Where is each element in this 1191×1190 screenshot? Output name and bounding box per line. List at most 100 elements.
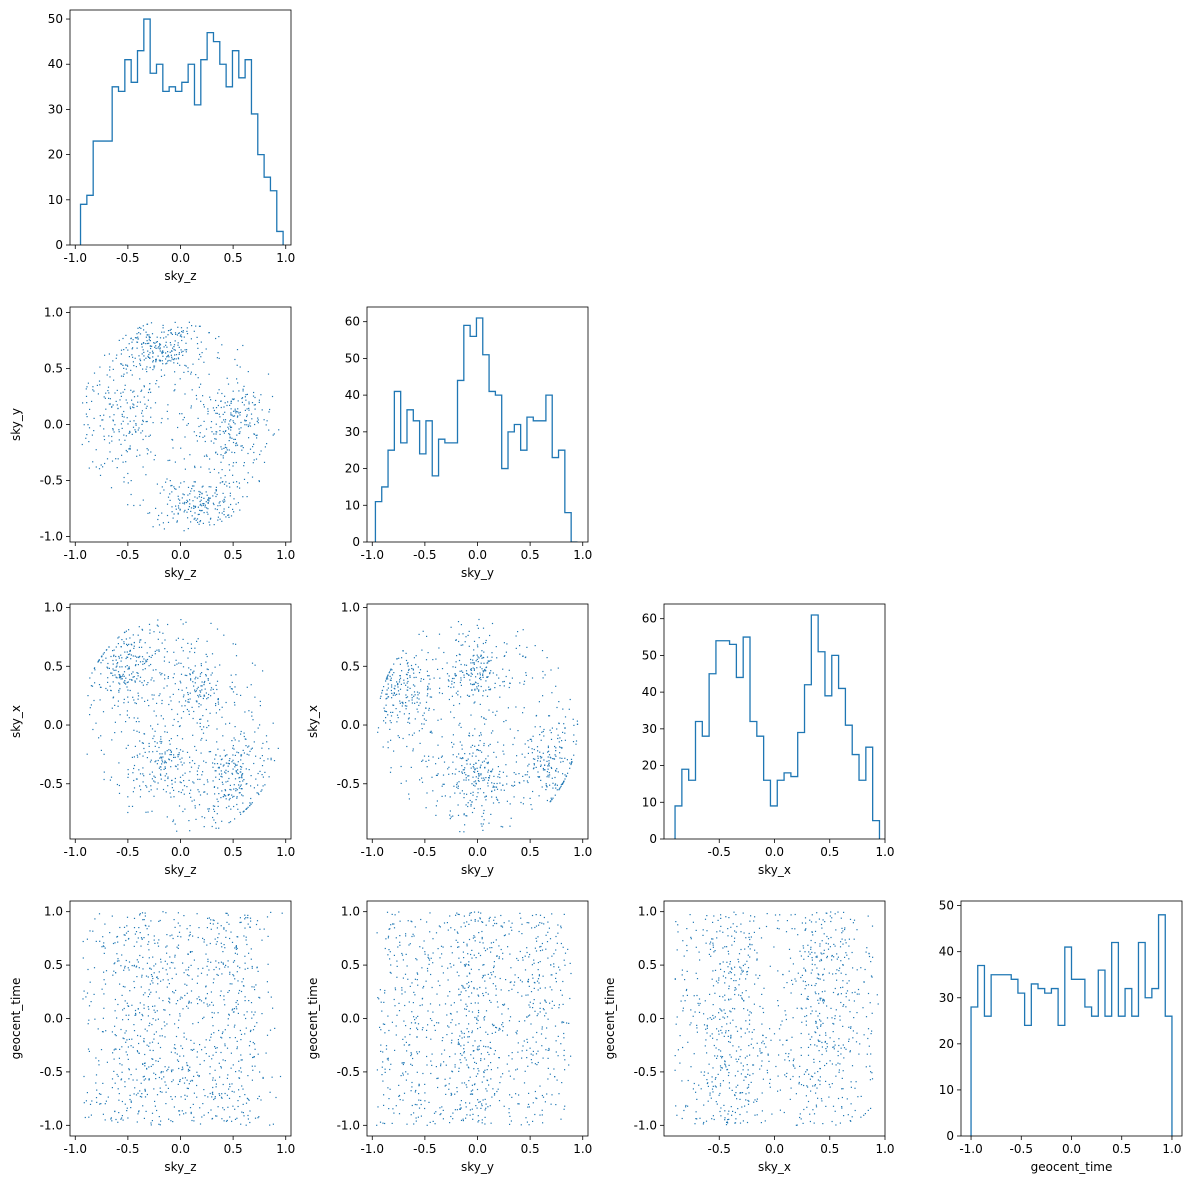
scatter-point — [148, 1008, 150, 1010]
scatter-point — [109, 451, 111, 453]
scatter-point — [558, 741, 560, 743]
scatter-point — [410, 920, 412, 922]
scatter-point — [231, 773, 234, 775]
scatter-point — [416, 979, 418, 981]
scatter-point — [127, 1046, 129, 1048]
scatter-point — [480, 774, 482, 776]
scatter-point — [149, 336, 151, 338]
scatter-point — [137, 675, 139, 677]
scatter-point — [127, 769, 129, 771]
scatter-point — [249, 1040, 251, 1043]
scatter-point — [380, 1029, 382, 1031]
scatter-point — [236, 416, 239, 418]
scatter-point — [233, 748, 235, 750]
scatter-point — [397, 690, 400, 692]
scatter-point — [182, 331, 184, 333]
scatter-point — [551, 989, 553, 991]
scatter-point — [482, 673, 484, 675]
scatter-point — [537, 936, 539, 938]
scatter-point — [181, 339, 183, 342]
scatter-point — [486, 948, 488, 950]
scatter-point — [442, 774, 445, 776]
scatter-point — [399, 944, 401, 946]
scatter-point — [258, 793, 260, 796]
scatter-point — [564, 952, 567, 954]
scatter-point — [188, 1083, 190, 1085]
scatter-point — [141, 697, 143, 699]
scatter-point — [138, 1110, 140, 1112]
scatter-point — [231, 1083, 233, 1085]
scatter-point — [219, 664, 221, 666]
scatter-point — [146, 1093, 148, 1096]
scatter-point — [148, 353, 150, 356]
scatter-point — [216, 688, 218, 691]
scatter-point — [174, 340, 176, 342]
scatter-point — [486, 762, 488, 764]
scatter-point — [201, 816, 203, 818]
scatter-point — [397, 682, 399, 685]
scatter-point — [215, 776, 217, 778]
scatter-point — [459, 741, 461, 743]
scatter-point — [196, 398, 198, 400]
scatter-point — [100, 686, 102, 688]
scatter-point — [204, 817, 206, 819]
plot-area — [79, 18, 284, 245]
scatter-point — [142, 773, 144, 775]
scatter-point — [203, 503, 205, 505]
scatter-point — [564, 716, 567, 718]
scatter-point — [465, 777, 467, 779]
scatter-point — [125, 449, 127, 452]
scatter-point — [483, 809, 485, 812]
scatter-point — [198, 496, 200, 498]
scatter-point — [269, 408, 271, 411]
scatter-point — [562, 946, 564, 948]
scatter-point — [115, 972, 117, 974]
scatter-point — [196, 982, 198, 984]
scatter-point — [409, 722, 411, 724]
scatter-point — [541, 949, 544, 951]
scatter-point — [216, 453, 219, 455]
scatter-point — [235, 643, 237, 645]
scatter-point — [129, 678, 131, 681]
scatter-point — [240, 921, 242, 923]
scatter-point — [522, 957, 524, 959]
scatter-point — [275, 1096, 277, 1099]
scatter-point — [220, 1096, 223, 1098]
scatter-point — [186, 499, 188, 501]
scatter-point — [245, 939, 247, 941]
scatter-point — [184, 509, 186, 511]
scatter-point — [217, 767, 219, 769]
scatter-point — [137, 1092, 139, 1094]
scatter-point — [240, 445, 242, 447]
scatter-point — [451, 952, 453, 954]
scatter-point — [424, 1107, 426, 1110]
scatter-point — [234, 1024, 236, 1026]
scatter-point — [229, 425, 231, 427]
scatter-point — [193, 710, 195, 713]
scatter-point — [451, 677, 454, 680]
scatter-point — [104, 983, 107, 985]
scatter-point — [123, 410, 125, 413]
scatter-point — [233, 805, 235, 808]
scatter-point — [220, 1066, 222, 1068]
scatter-point — [524, 774, 526, 776]
scatter-point — [118, 657, 120, 659]
scatter-point — [233, 410, 235, 412]
scatter-point — [468, 695, 471, 697]
scatter-point — [180, 936, 182, 938]
scatter-point — [474, 1016, 476, 1019]
scatter-point — [142, 663, 144, 665]
scatter-point — [215, 438, 217, 440]
scatter-point — [549, 774, 551, 776]
scatter-point — [112, 1052, 114, 1054]
scatter-point — [174, 371, 176, 373]
scatter-point — [134, 1087, 136, 1089]
scatter-point — [171, 438, 173, 441]
scatter-point — [260, 790, 262, 792]
scatter-point — [547, 957, 549, 959]
scatter-point — [159, 350, 161, 352]
scatter-point — [494, 916, 496, 918]
scatter-point — [158, 346, 160, 348]
scatter-point — [466, 815, 468, 817]
scatter-point — [239, 411, 241, 413]
